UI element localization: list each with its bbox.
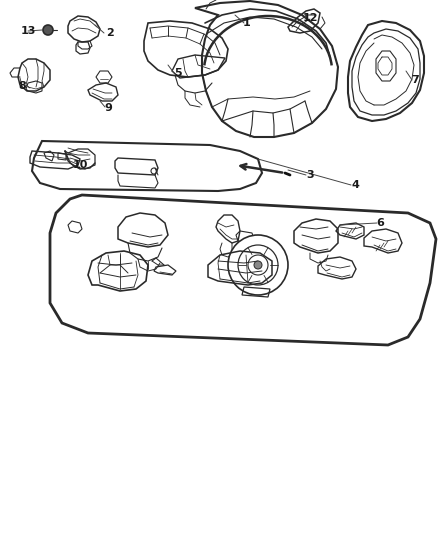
Circle shape <box>253 288 259 294</box>
Text: 3: 3 <box>306 170 314 180</box>
Text: 6: 6 <box>376 218 384 228</box>
Circle shape <box>43 25 53 35</box>
Text: 4: 4 <box>351 180 359 190</box>
Text: 10: 10 <box>72 160 88 170</box>
Text: 8: 8 <box>18 81 26 91</box>
Circle shape <box>228 235 288 295</box>
Text: 9: 9 <box>104 103 112 113</box>
Circle shape <box>254 261 262 269</box>
Circle shape <box>248 255 268 275</box>
Text: 13: 13 <box>20 26 35 36</box>
Text: 2: 2 <box>106 28 114 38</box>
Text: 5: 5 <box>174 68 182 78</box>
Circle shape <box>238 245 278 285</box>
Text: 7: 7 <box>411 75 419 85</box>
Circle shape <box>151 168 157 174</box>
Text: 1: 1 <box>243 18 251 28</box>
Text: 12: 12 <box>302 13 318 23</box>
